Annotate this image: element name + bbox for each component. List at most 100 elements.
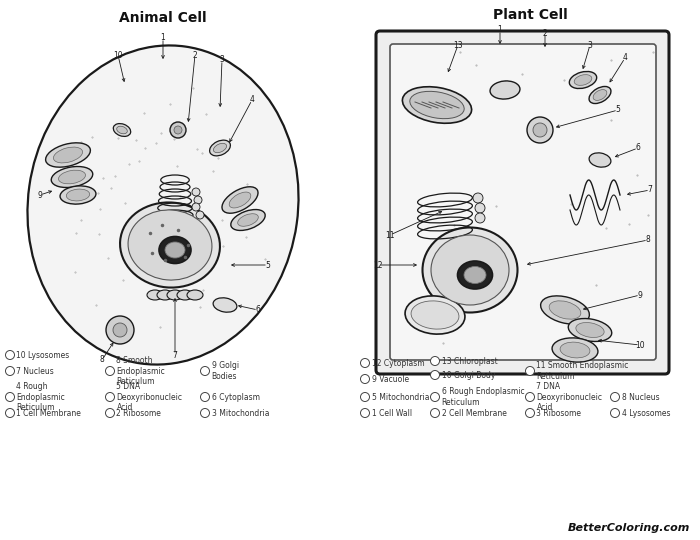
Ellipse shape — [405, 296, 465, 334]
Ellipse shape — [576, 322, 604, 338]
Ellipse shape — [464, 267, 486, 284]
Text: 7: 7 — [173, 350, 177, 360]
Text: 3: 3 — [220, 56, 225, 64]
Text: 12: 12 — [373, 260, 383, 269]
Text: 10: 10 — [635, 341, 645, 349]
Circle shape — [192, 203, 200, 211]
Text: 9: 9 — [38, 191, 43, 199]
Ellipse shape — [490, 81, 520, 99]
Text: 6 Rough Endoplasmic
Reticulum: 6 Rough Endoplasmic Reticulum — [442, 387, 524, 407]
Ellipse shape — [165, 242, 185, 258]
Text: 7 DNA
Deoxyribonucleic
Acid: 7 DNA Deoxyribonucleic Acid — [536, 382, 603, 412]
FancyBboxPatch shape — [376, 31, 669, 374]
Text: 2: 2 — [542, 29, 547, 37]
Ellipse shape — [167, 290, 183, 300]
Circle shape — [106, 393, 115, 402]
Circle shape — [533, 123, 547, 137]
Ellipse shape — [66, 189, 90, 201]
Text: 6 Cytoplasm: 6 Cytoplasm — [211, 393, 260, 402]
Circle shape — [526, 408, 535, 417]
Ellipse shape — [159, 237, 191, 264]
Ellipse shape — [574, 75, 592, 85]
Circle shape — [200, 393, 209, 402]
Text: 4 Lysosomes: 4 Lysosomes — [622, 408, 670, 417]
Ellipse shape — [51, 166, 93, 187]
Ellipse shape — [53, 147, 83, 163]
Ellipse shape — [410, 91, 464, 119]
Circle shape — [113, 323, 127, 337]
Text: 10 Lysosomes: 10 Lysosomes — [17, 350, 70, 360]
Ellipse shape — [147, 290, 163, 300]
Text: 3: 3 — [587, 40, 592, 50]
Ellipse shape — [593, 90, 607, 100]
Ellipse shape — [213, 298, 237, 312]
Ellipse shape — [431, 235, 509, 305]
Ellipse shape — [458, 261, 493, 289]
Text: 7: 7 — [648, 186, 652, 194]
Circle shape — [174, 126, 182, 134]
Circle shape — [106, 367, 115, 375]
Ellipse shape — [209, 140, 230, 156]
Text: BetterColoring.com: BetterColoring.com — [568, 523, 690, 533]
Ellipse shape — [540, 296, 589, 324]
Text: 5: 5 — [265, 260, 270, 269]
Circle shape — [196, 211, 204, 219]
Circle shape — [475, 203, 485, 213]
Text: 12 Cytoplasm: 12 Cytoplasm — [372, 359, 424, 368]
Ellipse shape — [550, 301, 581, 319]
Circle shape — [200, 408, 209, 417]
Text: 2 Cell Membrane: 2 Cell Membrane — [442, 408, 506, 417]
Ellipse shape — [552, 338, 598, 362]
Circle shape — [360, 393, 370, 402]
Text: 5 DNA
Deoxyribonucleic
Acid: 5 DNA Deoxyribonucleic Acid — [116, 382, 183, 412]
Circle shape — [527, 117, 553, 143]
Ellipse shape — [589, 153, 611, 167]
Circle shape — [360, 359, 370, 368]
Circle shape — [194, 196, 202, 204]
Text: 8 Nucleus: 8 Nucleus — [622, 393, 659, 402]
Circle shape — [106, 316, 134, 344]
Circle shape — [430, 356, 440, 366]
Text: 8: 8 — [645, 235, 650, 245]
Ellipse shape — [128, 210, 212, 280]
Text: 3 Ribosome: 3 Ribosome — [536, 408, 582, 417]
Ellipse shape — [402, 87, 472, 123]
Ellipse shape — [231, 210, 265, 231]
Text: 5: 5 — [615, 105, 620, 114]
Ellipse shape — [229, 192, 251, 208]
Text: 9: 9 — [638, 291, 643, 300]
Text: 9 Vacuole: 9 Vacuole — [372, 375, 409, 383]
Circle shape — [6, 393, 15, 402]
Text: Animal Cell: Animal Cell — [119, 11, 206, 25]
Text: 1 Cell Membrane: 1 Cell Membrane — [17, 408, 81, 417]
Text: 2: 2 — [193, 51, 197, 59]
Ellipse shape — [423, 227, 517, 313]
Ellipse shape — [157, 290, 173, 300]
FancyBboxPatch shape — [390, 44, 656, 360]
Ellipse shape — [568, 319, 612, 341]
Circle shape — [473, 193, 483, 203]
Circle shape — [6, 408, 15, 417]
Text: 9 Golgi
Bodies: 9 Golgi Bodies — [211, 361, 239, 381]
Text: 2 Ribosome: 2 Ribosome — [116, 408, 162, 417]
Text: 13: 13 — [453, 40, 463, 50]
Text: 11 Smooth Endoplasmic
Reticulum: 11 Smooth Endoplasmic Reticulum — [536, 361, 629, 381]
Ellipse shape — [411, 301, 459, 329]
Circle shape — [475, 213, 485, 223]
Ellipse shape — [46, 143, 90, 167]
Ellipse shape — [177, 290, 193, 300]
Ellipse shape — [569, 71, 596, 89]
Ellipse shape — [120, 202, 220, 288]
Text: 1: 1 — [498, 25, 503, 35]
Circle shape — [170, 122, 186, 138]
Ellipse shape — [187, 290, 203, 300]
Circle shape — [192, 188, 200, 196]
Circle shape — [430, 408, 440, 417]
Ellipse shape — [113, 124, 131, 137]
Text: 1: 1 — [160, 33, 165, 43]
Circle shape — [526, 367, 535, 375]
Text: 4: 4 — [622, 53, 627, 63]
Circle shape — [6, 367, 15, 375]
Circle shape — [526, 393, 535, 402]
Text: 6: 6 — [636, 144, 640, 152]
